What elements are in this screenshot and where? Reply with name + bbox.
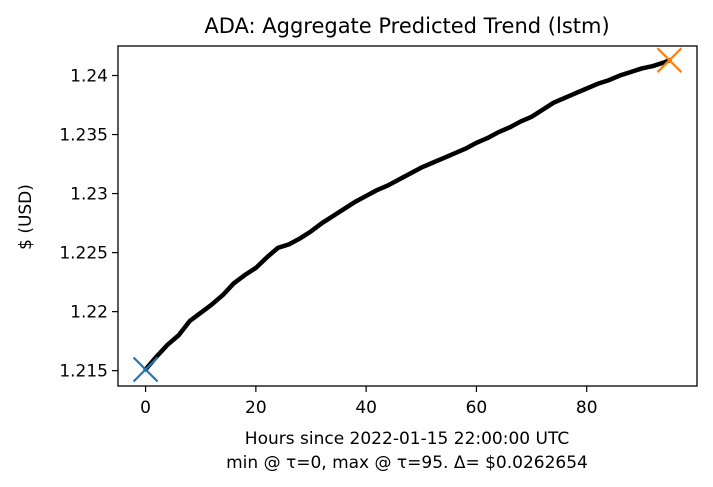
chart-title: ADA: Aggregate Predicted Trend (lstm) xyxy=(204,14,609,38)
plot-area xyxy=(117,45,698,387)
y-tick-label: 1.215 xyxy=(59,362,108,382)
y-axis-label: $ (USD) xyxy=(16,184,36,250)
min-marker xyxy=(132,356,159,383)
y-tick-label: 1.225 xyxy=(59,244,108,264)
y-tick-label: 1.24 xyxy=(70,67,108,87)
x-axis: 0 20 40 60 80 xyxy=(140,386,598,418)
series-line-0 xyxy=(143,57,672,372)
x-axis-sublabel: min @ τ=0, max @ τ=95. Δ= $0.0262654 xyxy=(226,453,588,473)
y-axis: 1.215 1.22 1.225 1.23 1.235 1.24 xyxy=(59,67,118,382)
x-tick-label: 80 xyxy=(576,398,598,418)
axes-frame xyxy=(117,45,698,387)
max-marker xyxy=(656,47,683,73)
x-axis-label: Hours since 2022-01-15 22:00:00 UTC xyxy=(245,429,569,449)
x-tick-label: 40 xyxy=(355,398,377,418)
y-tick-label: 1.235 xyxy=(59,126,108,146)
x-tick-label: 60 xyxy=(466,398,488,418)
y-tick-label: 1.23 xyxy=(70,185,108,205)
x-tick-label: 20 xyxy=(245,398,267,418)
y-tick-label: 1.22 xyxy=(70,303,108,323)
x-tick-label: 0 xyxy=(140,398,151,418)
